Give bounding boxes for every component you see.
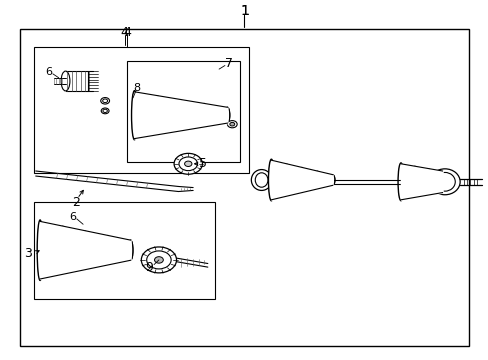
Ellipse shape (397, 163, 403, 201)
Ellipse shape (128, 240, 133, 260)
Ellipse shape (411, 166, 416, 197)
Ellipse shape (154, 257, 163, 263)
Bar (34, 202, 215, 299)
Ellipse shape (141, 247, 176, 273)
Ellipse shape (178, 100, 183, 131)
Ellipse shape (268, 160, 273, 200)
Ellipse shape (439, 171, 444, 193)
Ellipse shape (174, 153, 202, 174)
Text: 4: 4 (123, 26, 131, 39)
Ellipse shape (105, 235, 110, 265)
Ellipse shape (132, 92, 137, 139)
Text: 2: 2 (72, 196, 80, 209)
Ellipse shape (299, 167, 304, 193)
Ellipse shape (179, 157, 197, 171)
Text: 1: 1 (240, 4, 248, 18)
Ellipse shape (429, 169, 459, 195)
Ellipse shape (37, 220, 43, 280)
Ellipse shape (224, 107, 229, 123)
Ellipse shape (251, 170, 271, 190)
Text: 3: 3 (24, 247, 32, 260)
Ellipse shape (329, 175, 334, 185)
Bar (20, 29, 468, 346)
Circle shape (229, 122, 234, 126)
Ellipse shape (426, 168, 430, 195)
Ellipse shape (146, 251, 171, 269)
Ellipse shape (268, 159, 274, 201)
Text: 1: 1 (240, 4, 248, 18)
Ellipse shape (60, 226, 65, 274)
Ellipse shape (284, 164, 288, 196)
Text: 4: 4 (121, 26, 128, 39)
Circle shape (227, 121, 237, 128)
Text: 9: 9 (145, 261, 153, 274)
Bar (34, 47, 249, 173)
Ellipse shape (155, 96, 160, 135)
Ellipse shape (38, 221, 42, 279)
Ellipse shape (184, 161, 192, 166)
Bar (127, 61, 239, 162)
Text: 6: 6 (45, 67, 52, 77)
Ellipse shape (255, 173, 267, 187)
Text: 7: 7 (224, 57, 232, 69)
Ellipse shape (434, 172, 454, 191)
Ellipse shape (131, 91, 137, 140)
Ellipse shape (314, 171, 319, 189)
Text: 6: 6 (69, 212, 76, 222)
Text: 8: 8 (133, 83, 140, 93)
Ellipse shape (398, 164, 403, 200)
Ellipse shape (201, 103, 206, 127)
Text: 5: 5 (199, 157, 206, 170)
Ellipse shape (83, 231, 87, 270)
